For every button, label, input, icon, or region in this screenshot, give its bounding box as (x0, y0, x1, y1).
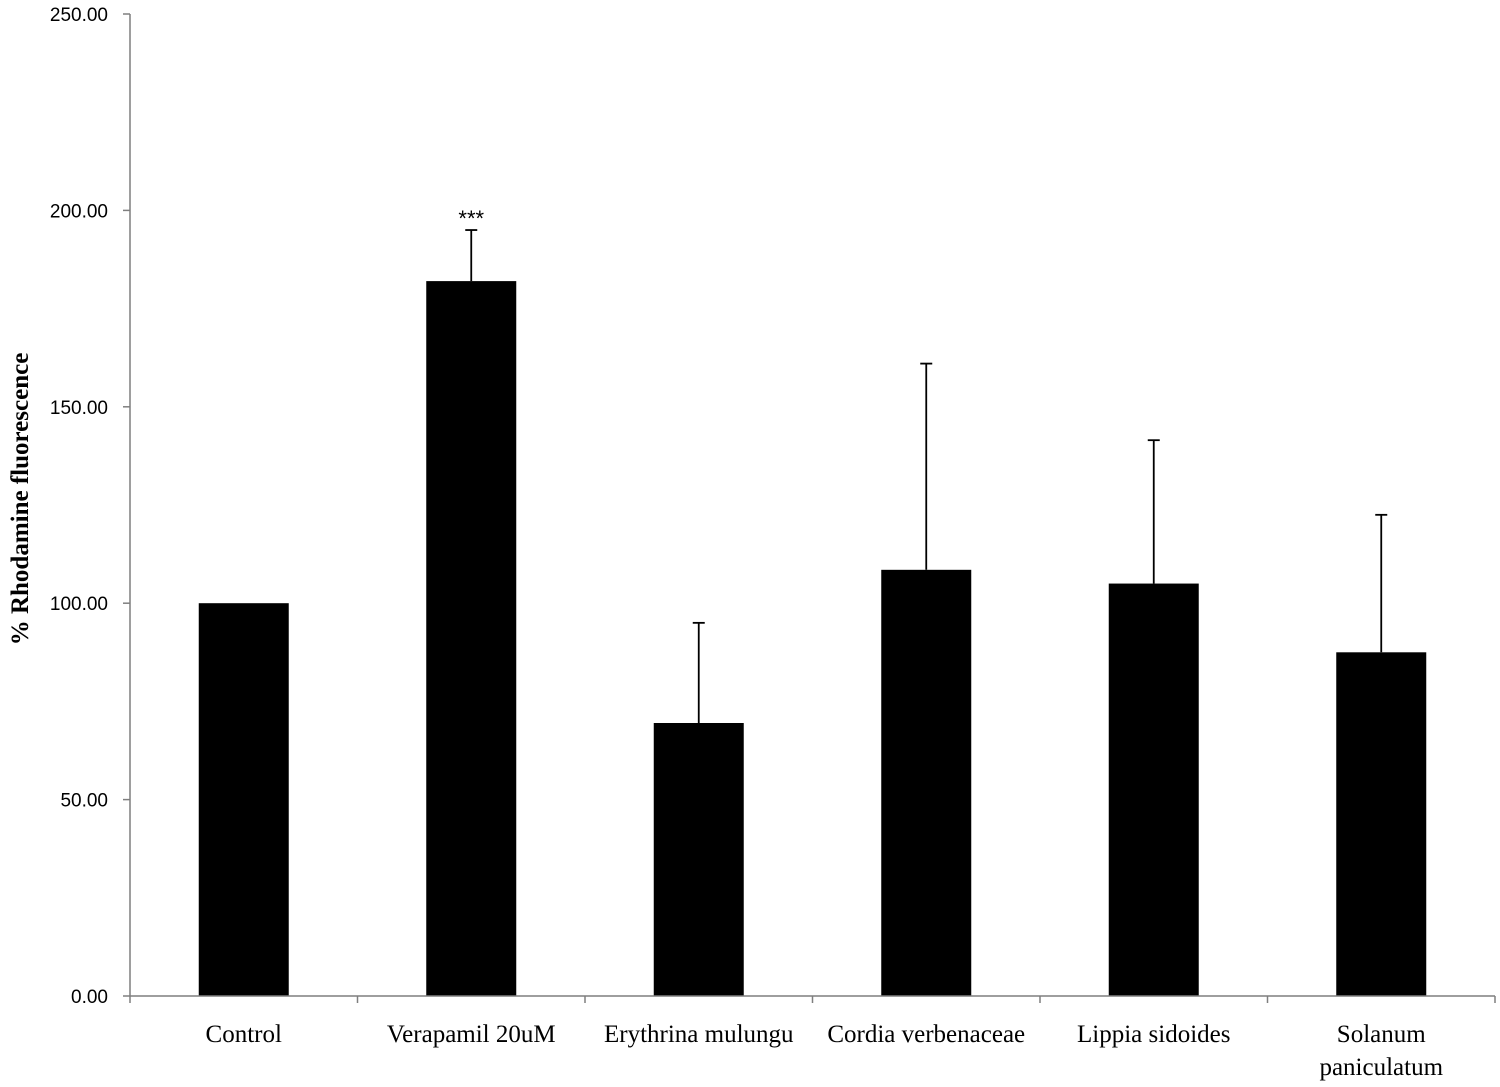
y-axis-ticks: 0.00 50.00 100.00 150.00 200.00 250.00 (50, 5, 130, 1008)
annotations: *** (458, 206, 484, 231)
y-axis-label: % Rhodamine fluorescence (7, 353, 34, 646)
error-bars (465, 229, 1388, 724)
category-label: Lippia sidoides (1077, 1021, 1230, 1048)
x-axis-ticks (129, 996, 1496, 1003)
bar (426, 281, 517, 996)
bars (198, 281, 1427, 996)
category-label: Verapamil 20uM (387, 1021, 556, 1048)
y-tick-label: 150.00 (50, 398, 108, 419)
bar (653, 723, 744, 996)
category-label: Cordia verbenaceae (827, 1021, 1025, 1048)
y-tick-label: 200.00 (50, 201, 108, 222)
bar (1336, 652, 1427, 996)
y-tick-label: 100.00 (50, 594, 108, 615)
category-label: Control (206, 1021, 282, 1048)
bar (198, 603, 289, 996)
category-labels: Control Verapamil 20uM Erythrina mulungu Co… (206, 1021, 1444, 1081)
significance-annotation: *** (458, 206, 484, 231)
bar (881, 569, 972, 996)
y-tick-label: 50.00 (60, 791, 108, 812)
y-tick-label: 250.00 (50, 5, 108, 26)
category-label: Erythrina mulungu (604, 1021, 794, 1048)
y-tick-label: 0.00 (71, 987, 108, 1008)
bar (1108, 583, 1199, 996)
category-label: Solanum paniculatum (1319, 1021, 1443, 1081)
